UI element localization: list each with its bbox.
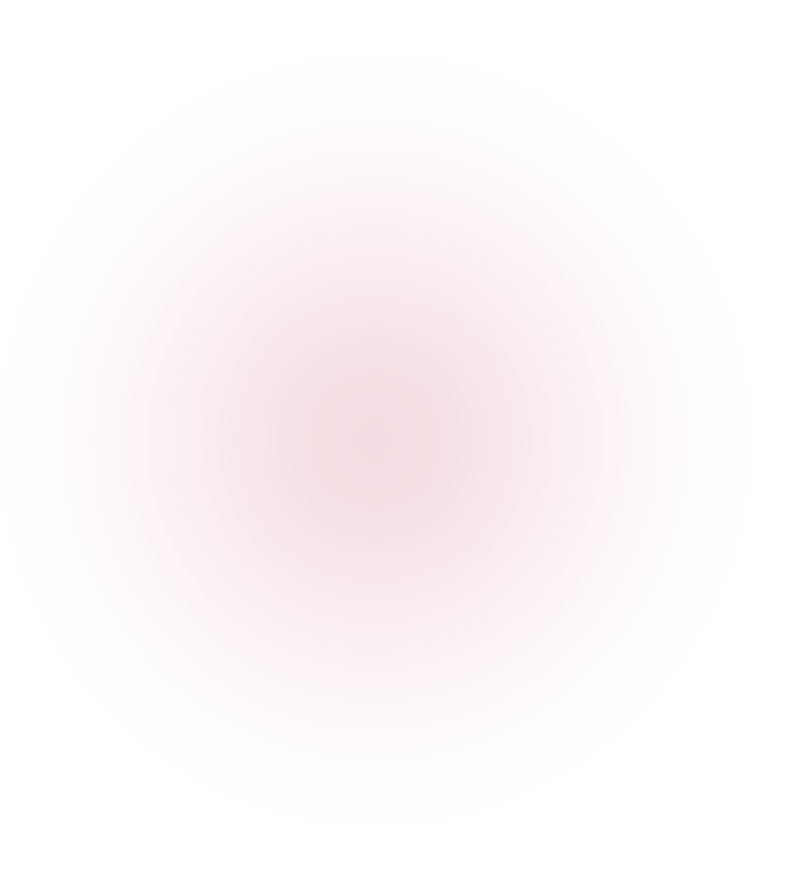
radial-glow xyxy=(0,0,805,884)
background xyxy=(0,0,805,884)
page xyxy=(0,0,805,884)
